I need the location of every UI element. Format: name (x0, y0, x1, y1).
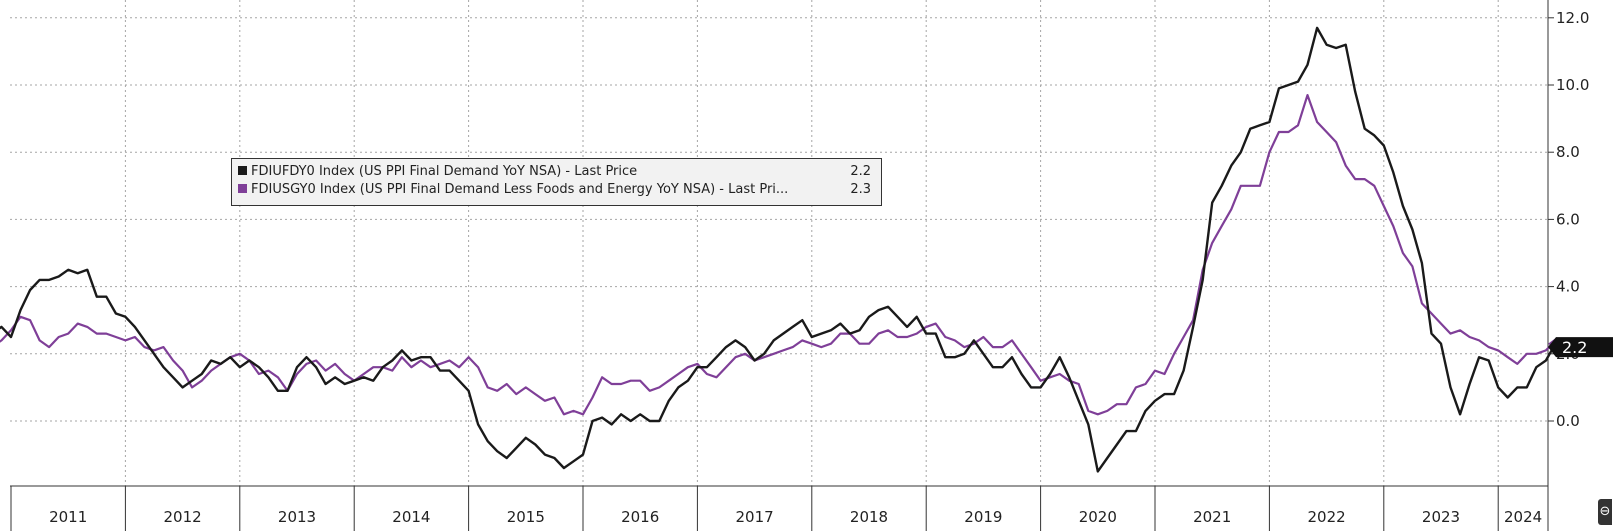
y-tick-label: 4.0 (1556, 278, 1580, 296)
y-tick-label: 0.0 (1556, 412, 1580, 430)
legend[interactable]: FDIUFDY0 Index (US PPI Final Demand YoY … (231, 158, 882, 206)
legend-label-ppi-final-demand: FDIUFDY0 Index (US PPI Final Demand YoY … (251, 164, 638, 179)
x-tick-label: 2013 (278, 508, 316, 526)
last-value-label: 2.2 (1562, 338, 1587, 357)
x-tick-label: 2012 (164, 508, 202, 526)
x-tick-label: 2021 (1193, 508, 1231, 526)
series-layer (0, 26, 1566, 473)
x-tick-label: 2015 (507, 508, 545, 526)
x-tick-label: 2024 (1504, 508, 1542, 526)
legend-entry-ppi-core[interactable]: FDIUSGY0 Index (US PPI Final Demand Less… (238, 181, 875, 199)
grid (10, 0, 1548, 486)
x-tick-label: 2011 (49, 508, 87, 526)
y-tick-label: 6.0 (1556, 210, 1580, 228)
series-line-ppi-final-demand (0, 26, 1566, 473)
labels: 0.02.04.06.08.010.012.020112012201320142… (49, 9, 1613, 526)
x-tick-label: 2023 (1422, 508, 1460, 526)
x-tick-label: 2017 (736, 508, 774, 526)
series-line-ppi-core (0, 93, 1566, 416)
y-tick-label: 12.0 (1556, 9, 1589, 27)
y-tick-label: 8.0 (1556, 143, 1580, 161)
legend-swatch-black (238, 166, 247, 175)
legend-label-ppi-core: FDIUSGY0 Index (US PPI Final Demand Less… (251, 182, 789, 197)
x-tick-label: 2018 (850, 508, 888, 526)
legend-entry-ppi-final-demand[interactable]: FDIUFDY0 Index (US PPI Final Demand YoY … (238, 163, 875, 181)
legend-swatch-purple (238, 184, 247, 193)
collapse-icon[interactable]: ⊖ (1598, 499, 1612, 525)
x-tick-label: 2019 (964, 508, 1002, 526)
last-value-marker-ppi-final-demand (1548, 337, 1613, 358)
y-tick-label: 10.0 (1556, 76, 1589, 94)
x-tick-label: 2022 (1308, 508, 1346, 526)
legend-value-ppi-final-demand: 2.2 (850, 164, 871, 179)
axes (10, 0, 1554, 531)
legend-value-ppi-core: 2.3 (850, 182, 871, 197)
x-tick-label: 2014 (392, 508, 430, 526)
x-tick-label: 2020 (1079, 508, 1117, 526)
x-tick-label: 2016 (621, 508, 659, 526)
